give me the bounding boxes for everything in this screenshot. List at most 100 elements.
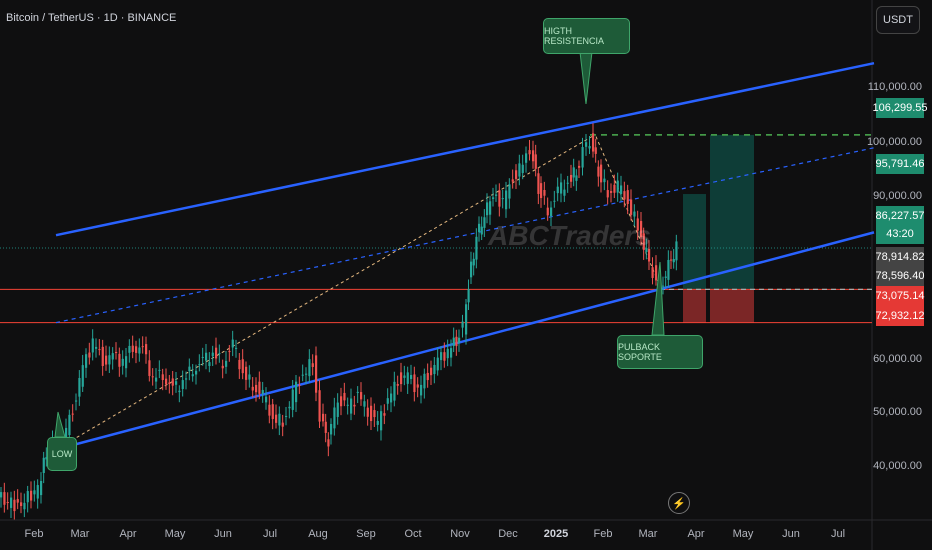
candle-body [115, 351, 118, 353]
candle-body [105, 355, 108, 365]
price-label: 95,791.46 [876, 154, 924, 174]
candle-body [231, 339, 234, 348]
candle-body [534, 154, 537, 169]
x-tick: Oct [404, 528, 422, 540]
candle-body [305, 373, 308, 375]
candle-body [75, 400, 78, 402]
candle-body [597, 166, 600, 177]
callout-pointer-high [579, 51, 593, 105]
candle-body [128, 345, 131, 353]
target-zone-1 [683, 194, 706, 290]
candle-body [251, 386, 254, 391]
stop-zone-1 [683, 289, 706, 323]
price-label: 73,075.14 [876, 286, 924, 306]
candle-body [603, 178, 606, 183]
target-zone-2 [710, 134, 754, 290]
candle-body [125, 356, 128, 369]
candle-body [298, 384, 301, 386]
candle-body [380, 411, 383, 431]
candle-body [553, 200, 556, 202]
candle-body [393, 381, 396, 401]
candle-body [390, 393, 393, 403]
candle-body [540, 183, 543, 199]
candle-body [498, 190, 501, 207]
candle-body [630, 199, 633, 215]
candle-body [426, 372, 429, 381]
callout-low: LOW [47, 437, 77, 471]
candle-body [452, 337, 455, 347]
candle-body [515, 170, 518, 179]
candle-body [208, 362, 211, 367]
candle-body [588, 146, 591, 149]
x-tick: 2025 [543, 528, 569, 540]
watermark: ABCTraders [488, 220, 651, 251]
candle-body [667, 259, 670, 280]
candle-body [311, 363, 314, 368]
candle-body [366, 407, 369, 417]
candle-body [175, 381, 178, 385]
price-label: 72,932.12 [876, 306, 924, 326]
x-tick: Dec [498, 528, 518, 540]
channel-midline [55, 147, 875, 324]
stop-zone-2 [710, 289, 754, 323]
bolt-icon[interactable]: ⚡ [668, 492, 690, 514]
candle-body [324, 421, 327, 433]
candle-body [13, 499, 16, 512]
candle-body [248, 374, 251, 380]
candle-body [436, 357, 439, 371]
candle-body [171, 378, 174, 386]
candle-body [235, 347, 238, 349]
candle-body [205, 352, 208, 361]
candle-body [623, 191, 626, 200]
candle-body [501, 198, 504, 200]
candle-body [543, 189, 546, 196]
candle-body [594, 147, 597, 154]
candle-body [20, 502, 23, 507]
candle-body [255, 384, 258, 393]
candle-body [461, 321, 464, 328]
candle-body [268, 404, 271, 416]
candle-body [0, 492, 3, 498]
candle-body [141, 346, 144, 348]
candle-body [158, 369, 161, 371]
candle-body [373, 410, 376, 418]
candle-body [572, 167, 575, 178]
candle-body [26, 491, 29, 503]
candle-body [592, 133, 595, 152]
candle-body [3, 492, 6, 505]
candle-body [521, 164, 524, 174]
candle-body [651, 267, 654, 278]
candle-body [68, 414, 71, 436]
x-tick: Jul [262, 528, 278, 540]
candle-body [537, 173, 540, 194]
candle-body [151, 376, 154, 378]
y-tick: 90,000.00 [873, 190, 922, 202]
candle-body [261, 389, 264, 394]
trend-dashed-down [595, 136, 663, 291]
candle-body [383, 413, 386, 416]
candle-body [301, 374, 304, 376]
candle-body [155, 377, 158, 382]
candle-body [528, 150, 531, 155]
candle-body [483, 217, 486, 228]
candle-body [465, 304, 468, 335]
candle-body [195, 370, 198, 375]
currency-selector[interactable]: USDT [876, 6, 920, 34]
candle-body [178, 390, 181, 393]
x-tick: Mar [638, 528, 658, 540]
candle-body [370, 405, 373, 422]
candle-body [6, 501, 9, 503]
x-tick: Sep [356, 528, 376, 540]
candle-body [118, 353, 121, 367]
x-tick: May [164, 528, 186, 540]
candle-body [648, 248, 651, 262]
candle-body [480, 226, 483, 235]
x-tick: Feb [24, 528, 44, 540]
candle-body [670, 259, 673, 261]
x-tick: Jun [782, 528, 800, 540]
price-label: 86,227.57 [876, 206, 924, 226]
y-tick: 60,000.00 [873, 353, 922, 365]
candle-body [620, 185, 623, 195]
candle-body [278, 413, 281, 426]
